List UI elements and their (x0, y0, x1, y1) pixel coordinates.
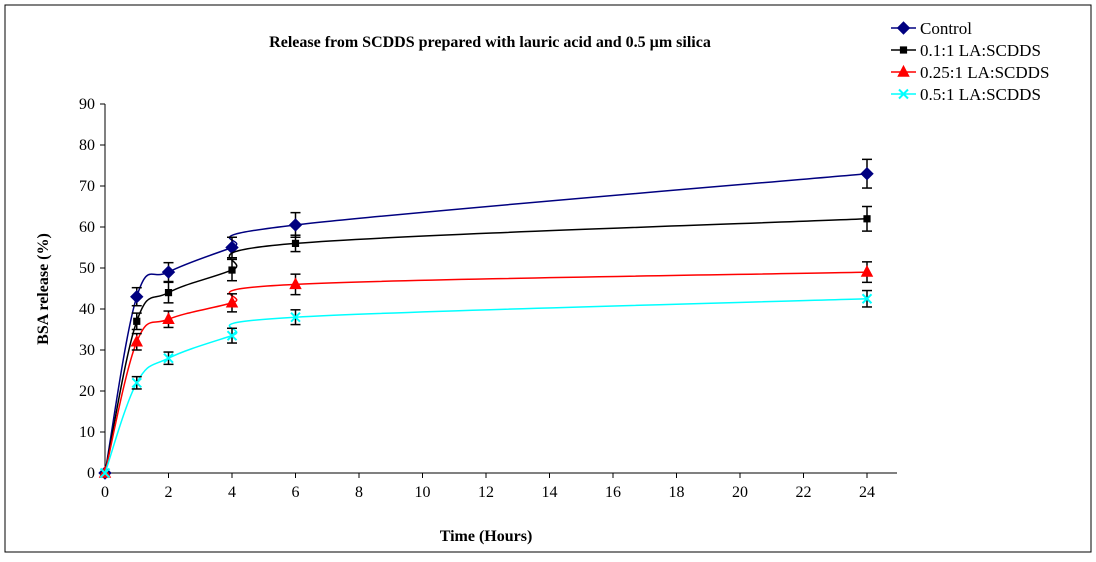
data-point-diamond (288, 218, 303, 232)
y-tick-label: 30 (79, 342, 95, 359)
x-tick-label: 18 (669, 484, 685, 501)
data-point-diamond (896, 21, 911, 35)
data-point-triangle (130, 334, 143, 347)
legend: Control 0.1:1 LA:SCDDS 0.25:1 LA:SCDDS 0.5:… (891, 19, 1049, 104)
series-x (99, 289, 873, 479)
legend-item: 0.5:1 LA:SCDDS (891, 85, 1041, 104)
data-point-square (291, 239, 300, 247)
x-tick-label: 0 (101, 484, 109, 501)
y-axis-title: BSA release (%) (35, 233, 52, 345)
x-tick-label: 22 (796, 484, 812, 501)
y-tick-label: 20 (79, 383, 95, 400)
legend-label: 0.1:1 LA:SCDDS (920, 41, 1041, 60)
legend-item: Control (891, 19, 972, 38)
data-point-square (228, 266, 236, 274)
x-tick-label: 6 (292, 484, 300, 501)
plot-series (98, 158, 874, 480)
x-axis-title: Time (Hours) (440, 528, 533, 545)
data-point-triangle (162, 312, 175, 324)
data-point-x (99, 467, 111, 479)
data-point-x (163, 352, 174, 364)
y-tick-label: 90 (79, 96, 95, 113)
data-point-x (226, 330, 238, 341)
x-tick-label: 24 (859, 484, 875, 501)
series-triangle (98, 261, 874, 478)
x-tick-label: 4 (228, 484, 236, 501)
y-tick-label: 70 (79, 178, 95, 195)
data-point-square (863, 215, 871, 223)
data-point-square (133, 317, 141, 325)
data-point-triangle (289, 277, 302, 290)
series-line (104, 218, 868, 474)
data-point-x (290, 311, 301, 323)
legend-item: 0.25:1 LA:SCDDS (891, 63, 1049, 82)
y-tick-label: 80 (79, 137, 95, 154)
x-tick-label: 16 (605, 484, 621, 501)
data-point-x (131, 377, 142, 389)
x-tick-label: 8 (355, 484, 363, 501)
data-point-triangle (225, 295, 239, 308)
y-tick-label: 40 (79, 301, 95, 318)
series-square (101, 205, 872, 477)
data-point-diamond (860, 166, 874, 181)
x-tick-label: 10 (415, 484, 431, 501)
data-point-triangle (860, 265, 874, 277)
legend-item: 0.1:1 LA:SCDDS (891, 41, 1041, 60)
data-point-diamond (161, 265, 176, 279)
legend-label: 0.25:1 LA:SCDDS (920, 63, 1049, 82)
y-tick-label: 10 (79, 424, 95, 441)
legend-label: 0.5:1 LA:SCDDS (920, 85, 1041, 104)
data-point-diamond (130, 289, 144, 304)
data-point-square (899, 46, 908, 54)
x-tick-label: 20 (732, 484, 748, 501)
x-tick-label: 14 (542, 484, 558, 501)
data-point-square (164, 289, 173, 297)
x-tick-label: 2 (165, 484, 173, 501)
x-tick-label: 12 (478, 484, 494, 501)
chart-title: Release from SCDDS prepared with lauric … (269, 34, 711, 51)
y-tick-label: 60 (79, 219, 95, 236)
data-point-triangle (897, 64, 910, 77)
data-point-x (898, 88, 909, 100)
data-point-x (861, 293, 873, 304)
y-tick-label: 50 (79, 260, 95, 277)
legend-label: Control (920, 19, 972, 38)
y-tick-label: 0 (87, 465, 95, 482)
